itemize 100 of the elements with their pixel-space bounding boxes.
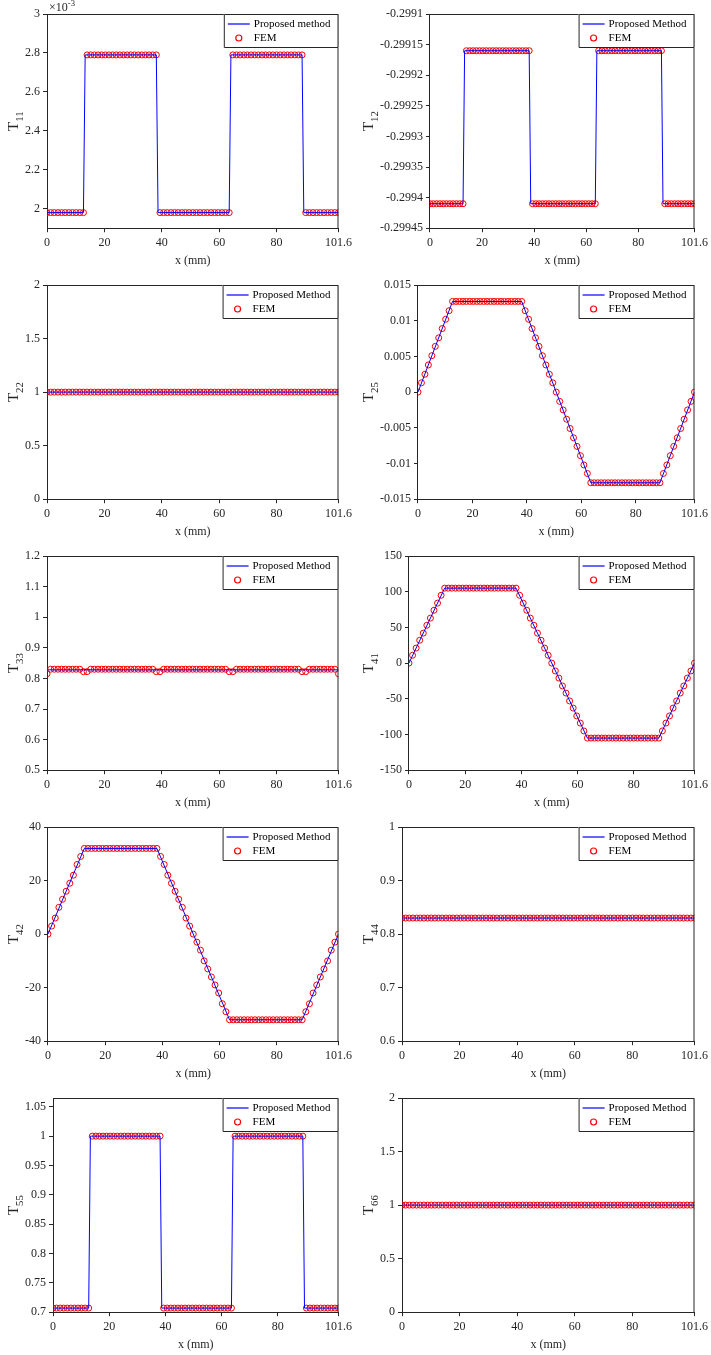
x-axis-title: x (mm) (174, 794, 211, 809)
y-tick-label: 0.9 (380, 872, 395, 887)
legend-label: Proposed Method (252, 287, 331, 300)
x-tick-label: 60 (213, 1047, 226, 1062)
y-tick-label: 1.2 (25, 548, 40, 563)
x-tick-label: 40 (155, 776, 168, 791)
x-axis-title: x (mm) (174, 523, 211, 538)
x-tick-label: 0 (427, 234, 433, 249)
y-tick-label: 20 (29, 872, 41, 887)
x-tick-label: 40 (156, 1047, 169, 1062)
x-tick-label: 60 (568, 1047, 581, 1062)
legend-label: Proposed Method (608, 16, 687, 29)
y-tick-label: 0.75 (25, 1275, 46, 1290)
legend-label: FEM (253, 30, 277, 43)
x-tick-label: 101.6 (681, 776, 708, 791)
x-tick-label: 80 (270, 505, 283, 520)
y-axis-title: T42 (5, 924, 25, 945)
legend-label: FEM (608, 572, 632, 585)
y-tick-label: 0.9 (25, 639, 40, 654)
y-tick-label: 0.8 (380, 926, 395, 941)
y-tick-label: -0.2994 (386, 189, 423, 204)
x-tick-label: 60 (568, 1318, 581, 1333)
x-tick-label: 20 (98, 505, 111, 520)
x-axis-title: x (mm) (177, 1336, 214, 1351)
y-tick-label: -0.29935 (380, 159, 423, 174)
y-axis-title: T66 (360, 1194, 380, 1216)
x-axis-title: x (mm) (538, 523, 575, 538)
x-tick-label: 20 (99, 1047, 112, 1062)
y-tick-label: 100 (384, 583, 402, 598)
y-axis-title: T11 (5, 111, 25, 131)
y-tick-label: -50 (386, 690, 402, 705)
x-tick-label: 101.6 (325, 1318, 352, 1333)
y-tick-label: 2.4 (25, 122, 40, 137)
y-tick-label: 2.2 (25, 161, 40, 176)
x-tick-label: 60 (575, 505, 588, 520)
x-tick-label: 60 (215, 1318, 228, 1333)
x-tick-label: 101.6 (681, 234, 708, 249)
y-tick-label: 0.8 (31, 1245, 46, 1260)
y-tick-label: -0.015 (380, 491, 411, 506)
legend-label: FEM (608, 30, 632, 43)
x-tick-label: 80 (626, 1047, 639, 1062)
y-tick-label: 1 (40, 1128, 46, 1143)
y-tick-label: 40 (29, 819, 41, 834)
x-tick-label: 60 (580, 234, 593, 249)
x-tick-label: 101.6 (681, 505, 708, 520)
legend-label: FEM (608, 843, 632, 856)
legend-label: Proposed Method (252, 829, 331, 842)
x-tick-label: 60 (213, 505, 226, 520)
x-tick-label: 40 (515, 776, 528, 791)
legend-label: Proposed Method (608, 287, 687, 300)
x-tick-label: 101.6 (681, 1047, 708, 1062)
y-tick-label: -0.29915 (380, 36, 423, 51)
x-tick-label: 20 (476, 234, 489, 249)
x-axis-title: x (mm) (544, 252, 581, 267)
y-tick-label: -0.01 (386, 455, 411, 470)
y-tick-label: -0.005 (380, 419, 411, 434)
y-tick-label: 1 (389, 1197, 395, 1212)
x-tick-label: 80 (270, 776, 283, 791)
y-tick-label: 1 (34, 609, 40, 624)
y-tick-label: 150 (384, 548, 402, 563)
x-tick-label: 101.6 (325, 1047, 352, 1062)
y-tick-label: 50 (390, 619, 402, 634)
x-tick-label: 20 (98, 234, 111, 249)
x-axis-title: x (mm) (530, 1065, 567, 1080)
y-axis-title: T41 (360, 653, 380, 674)
y-tick-label: 1.05 (25, 1098, 46, 1113)
y-tick-label: 0.95 (25, 1157, 46, 1172)
y-tick-label: 0.7 (25, 701, 40, 716)
y-tick-label: -0.2993 (386, 128, 423, 143)
legend-label: FEM (608, 301, 632, 314)
x-tick-label: 40 (511, 1047, 524, 1062)
x-tick-label: 80 (627, 776, 640, 791)
x-tick-label: 20 (103, 1318, 116, 1333)
legend-label: FEM (252, 301, 276, 314)
legend-label: Proposed Method (608, 558, 687, 571)
x-tick-label: 80 (271, 1318, 284, 1333)
y-tick-label: 0.6 (25, 731, 40, 746)
y-tick-label: -0.2992 (386, 67, 423, 82)
y-tick-label: 0.5 (380, 1250, 395, 1265)
y-tick-label: 2 (34, 200, 40, 215)
x-tick-label: 101.6 (325, 776, 352, 791)
y-tick-label: 0.01 (390, 312, 411, 327)
x-tick-label: 40 (159, 1318, 172, 1333)
y-tick-label: 1 (389, 819, 395, 834)
y-tick-label: 0 (35, 926, 41, 941)
y-tick-label: 0.5 (25, 762, 40, 777)
x-tick-label: 20 (453, 1047, 466, 1062)
x-tick-label: 80 (626, 1318, 639, 1333)
x-tick-label: 20 (459, 776, 472, 791)
x-axis-title: x (mm) (533, 794, 570, 809)
legend-label: FEM (608, 1114, 632, 1127)
y-tick-label: -0.29945 (380, 220, 423, 235)
legend-label: FEM (252, 572, 276, 585)
x-tick-label: 60 (213, 234, 226, 249)
x-tick-label: 20 (466, 505, 479, 520)
x-tick-label: 60 (571, 776, 584, 791)
x-tick-label: 80 (270, 1047, 283, 1062)
y-tick-label: 2.8 (25, 45, 40, 60)
y-tick-label: -100 (380, 726, 402, 741)
y-tick-label: 0.8 (25, 670, 40, 685)
